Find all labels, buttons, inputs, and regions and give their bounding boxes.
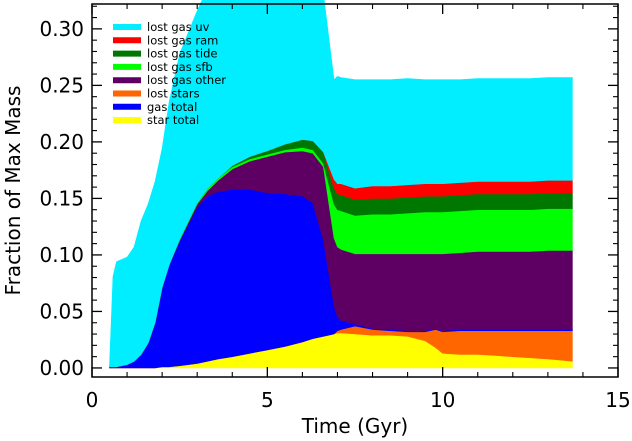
x-tick-label: 5 (261, 388, 274, 412)
y-tick-label: 0.10 (39, 243, 84, 267)
y-tick-label: 0.05 (39, 299, 84, 323)
legend-label: lost gas tide (147, 47, 217, 61)
y-tick-label: 0.20 (39, 130, 84, 154)
x-tick-label: 0 (86, 388, 99, 412)
y-tick-label: 0.25 (39, 73, 84, 97)
y-axis-title: Fraction of Max Mass (1, 86, 25, 296)
y-tick-label: 0.00 (39, 356, 84, 380)
legend-label: lost gas sfb (147, 60, 213, 74)
legend-label: lost gas uv (147, 20, 210, 34)
x-axis-title: Time (Gyr) (301, 414, 408, 438)
x-tick-label: 10 (430, 388, 455, 412)
area-lost-gas-uv (109, 0, 573, 368)
y-tick-label: 0.15 (39, 186, 84, 210)
plot-frame (91, 3, 619, 378)
legend-label: lost stars (147, 87, 200, 101)
legend-label: lost gas other (147, 73, 226, 87)
legend-label: lost gas ram (147, 33, 218, 47)
area-layers (109, 0, 573, 369)
legend-label: gas total (147, 100, 197, 114)
y-tick-label: 0.30 (39, 17, 84, 41)
x-tick-label: 15 (605, 388, 630, 412)
legend-label: star total (147, 113, 199, 127)
axis-ticks: 0 5 10 15 0.00 0.05 0.10 0.15 0.20 0.25 0.30 (39, 4, 631, 412)
